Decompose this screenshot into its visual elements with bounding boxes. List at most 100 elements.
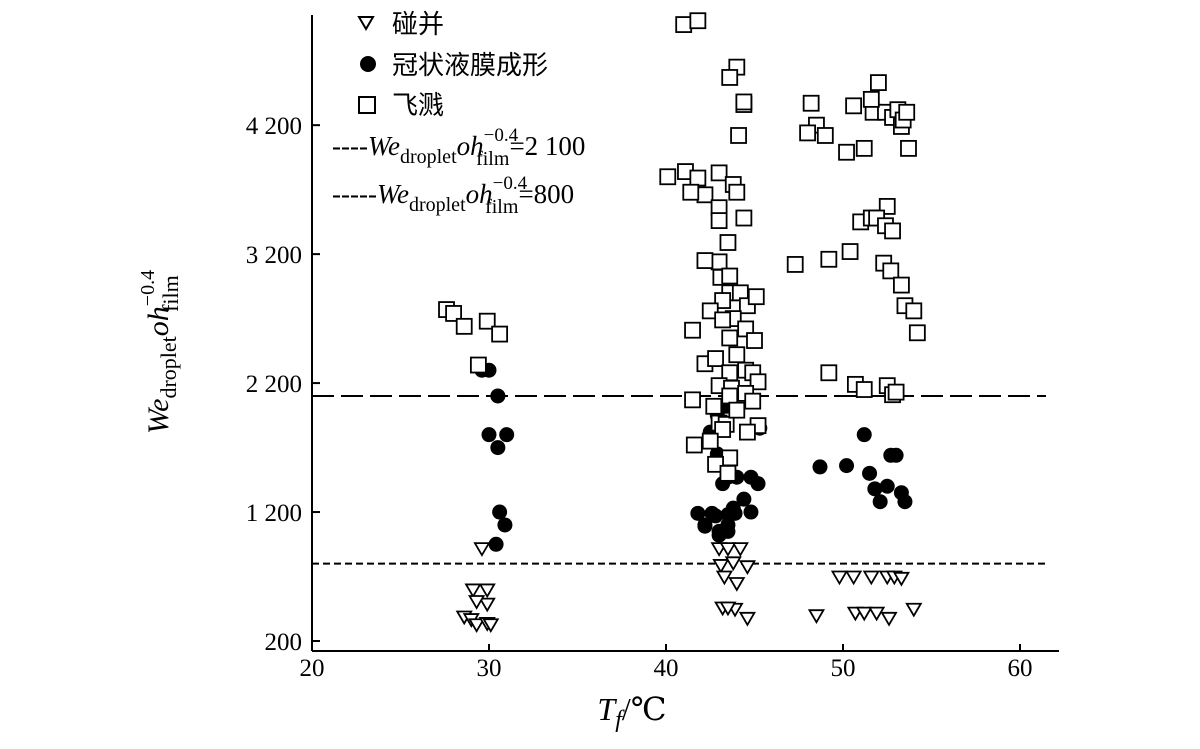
- data-points: [438, 12, 926, 634]
- point-splash: [870, 74, 887, 92]
- point-coalescence-crown: [743, 504, 759, 520]
- reference-lines: [312, 394, 1046, 565]
- point-splash: [445, 305, 463, 322]
- point-splash: [882, 262, 900, 280]
- point-splash: [820, 364, 838, 382]
- x-tick-label: 30: [477, 655, 502, 682]
- point-coalescence: [728, 577, 746, 592]
- point-coalescence-crown: [481, 427, 497, 443]
- point-coalescence: [868, 606, 886, 622]
- point-coalescence: [880, 611, 898, 627]
- point-splash: [721, 69, 739, 86]
- point-splash: [659, 168, 677, 186]
- legend-item-1: 冠状液膜成形: [360, 51, 548, 81]
- y-axis-sup: −0.4: [137, 270, 159, 306]
- point-coalescence-crown: [736, 491, 752, 507]
- point-splash: [802, 94, 820, 112]
- point-coalescence: [478, 583, 496, 599]
- point-splash: [855, 381, 873, 398]
- ref-line-label-1: -----Wedropletoh−0.4 film=800: [332, 173, 574, 218]
- point-splash: [898, 103, 916, 121]
- point-splash: [701, 302, 719, 320]
- legend-item-2: 飞溅: [358, 91, 444, 121]
- point-coalescence: [712, 559, 730, 574]
- x-axis-var: T: [597, 691, 617, 727]
- point-splash: [707, 350, 724, 367]
- point-splash: [786, 256, 804, 273]
- x-axis-unit: /℃: [622, 691, 667, 727]
- ref-line-rhs-1: =800: [518, 179, 574, 209]
- point-coalescence: [724, 556, 742, 572]
- point-coalescence-crown: [812, 459, 828, 475]
- y-axis-title: Wedropletoh−0.4film: [137, 270, 183, 434]
- point-splash: [714, 311, 732, 329]
- point-coalescence: [719, 601, 737, 617]
- point-coalescence-crown: [708, 508, 724, 524]
- ref-line-s2-0: film: [476, 148, 510, 170]
- point-splash: [730, 127, 747, 144]
- point-splash: [728, 401, 746, 419]
- point-coalescence-crown: [872, 494, 888, 510]
- ref-line-p2-1: oh: [466, 179, 493, 209]
- point-splash: [908, 324, 926, 342]
- point-splash: [887, 383, 905, 401]
- point-coalescence-crown: [690, 505, 706, 521]
- point-splash: [841, 243, 859, 260]
- x-tick-label: 60: [1008, 655, 1033, 682]
- ref-line-s1-1: droplet: [409, 194, 466, 216]
- legend-label-0: 碰并: [392, 10, 444, 40]
- x-tick-label: 20: [300, 655, 325, 682]
- legend-item-3: ----Wedropletoh−0.4 film=2 100: [332, 125, 585, 170]
- point-coalescence: [468, 618, 486, 634]
- legend-item-4: -----Wedropletoh−0.4 film=800: [332, 173, 574, 218]
- point-coalescence-crown: [862, 465, 878, 481]
- y-axis-p1: We: [142, 399, 175, 435]
- point-splash: [710, 253, 728, 271]
- point-splash: [696, 186, 714, 204]
- legend-label-2: 飞溅: [392, 91, 444, 121]
- point-coalescence-crown: [879, 478, 895, 494]
- ref-line-rhs-0: =2 100: [509, 131, 585, 161]
- point-splash: [478, 312, 496, 330]
- point-coalescence-crown: [893, 485, 909, 501]
- point-splash: [862, 90, 880, 108]
- point-splash: [714, 421, 732, 438]
- point-splash: [684, 321, 701, 339]
- point-coalescence: [478, 597, 496, 613]
- point-splash: [714, 292, 732, 309]
- x-tick-label: 50: [831, 655, 856, 682]
- point-coalescence: [473, 542, 491, 557]
- point-splash: [728, 346, 746, 364]
- point-splash: [682, 183, 700, 201]
- point-coalescence: [862, 570, 880, 586]
- point-coalescence-crown: [488, 536, 504, 552]
- point-splash: [455, 317, 473, 335]
- point-splash: [705, 397, 723, 415]
- ref-line-p1-1: We: [377, 179, 409, 209]
- point-coalescence-crown: [490, 440, 506, 456]
- point-coalescence-crown: [725, 500, 741, 516]
- y-tick-label: 3 200: [246, 242, 302, 269]
- point-splash: [845, 97, 863, 115]
- y-tick-label: 2 200: [246, 371, 302, 398]
- point-coalescence-crown: [499, 427, 515, 443]
- legend-marker-0: [357, 16, 375, 31]
- point-splash: [820, 250, 838, 268]
- point-splash: [747, 288, 765, 306]
- point-coalescence-crown: [839, 458, 855, 474]
- point-coalescence: [905, 602, 923, 618]
- ref-line-prefix-0: ----: [332, 131, 368, 161]
- y-axis-s1: droplet: [156, 336, 181, 398]
- point-coalescence: [464, 583, 482, 599]
- point-splash: [816, 127, 834, 144]
- point-coalescence: [715, 570, 733, 586]
- point-coalescence-crown: [888, 447, 904, 463]
- point-splash: [684, 391, 701, 409]
- point-coalescence: [731, 542, 749, 557]
- point-splash: [719, 464, 737, 482]
- point-coalescence-crown: [856, 427, 872, 443]
- legend: 碰并 冠状液膜成形 飞溅 ----Wedropletoh−0.4 film=2 1…: [332, 10, 585, 218]
- point-coalescence-crown: [697, 517, 713, 533]
- point-splash: [735, 93, 753, 111]
- point-splash: [710, 212, 728, 229]
